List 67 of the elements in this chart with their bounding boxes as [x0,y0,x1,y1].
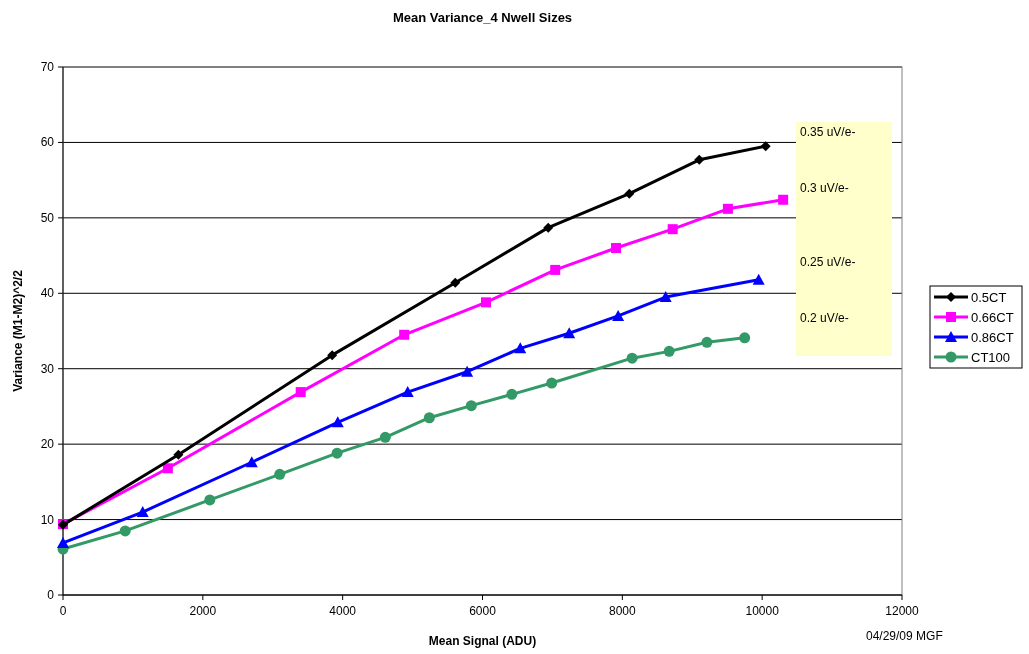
point [465,400,477,412]
point [481,297,491,308]
point [245,456,258,468]
annotation: 0.2 uV/e- [800,311,849,325]
point [295,387,306,398]
point [401,386,414,398]
point [274,468,286,480]
y-tick-label: 0 [47,588,55,602]
point [778,194,789,205]
point [450,277,461,288]
point [722,203,733,214]
point [57,536,69,548]
point [752,273,765,285]
point [379,431,391,443]
x-tick-label: 10000 [745,604,780,618]
point [327,350,338,361]
point [506,388,518,400]
point [514,342,527,354]
point [667,224,678,235]
point [461,365,474,377]
y-tick-label: 20 [40,437,55,452]
point [612,309,625,321]
chart-title: Mean Variance_4 Nwell Sizes [392,10,573,25]
x-axis-title: Mean Signal (ADU) [428,634,537,648]
y-tick-label: 10 [40,512,55,527]
legend-label: CT100 [971,350,1011,365]
point [694,154,705,165]
point [331,416,344,428]
legend-label: 0.66CT [971,310,1014,325]
point [659,291,672,303]
annotation: 0.3 uV/e- [800,181,849,195]
y-tick-label: 70 [40,60,55,74]
x-tick-label: 2000 [189,604,217,618]
legend-label: 0.5CT [971,290,1007,305]
point [611,243,622,254]
legend-label: 0.86CT [971,330,1014,345]
text: 04/29/09 MGF [866,629,943,643]
point [162,463,173,474]
point [331,447,343,459]
x-tick-label: 4000 [329,604,357,618]
point [543,222,554,233]
point [423,412,435,424]
x-tick-label: 8000 [608,604,636,618]
point [173,449,184,460]
point [136,506,149,518]
point [563,327,576,339]
point [701,336,713,348]
annotation: 0.25 uV/e- [800,255,856,269]
point [624,188,635,199]
y-axis-title: Variance (M1-M2)^2/2 [11,269,25,392]
point [626,352,638,364]
y-tick-label: 60 [40,135,55,150]
x-tick-label: 0 [59,604,67,618]
annotation: 0.35 uV/e- [800,125,856,139]
y-tick-label: 30 [40,361,55,376]
point [760,141,771,152]
x-tick-label: 12000 [885,604,920,618]
point [663,345,675,357]
point [546,377,558,389]
point [550,264,561,275]
point [119,525,131,537]
x-tick-label: 6000 [469,604,497,618]
y-tick-label: 50 [40,210,55,225]
point [399,329,410,340]
point [739,332,751,344]
point [204,494,216,506]
y-tick-label: 40 [40,286,55,301]
